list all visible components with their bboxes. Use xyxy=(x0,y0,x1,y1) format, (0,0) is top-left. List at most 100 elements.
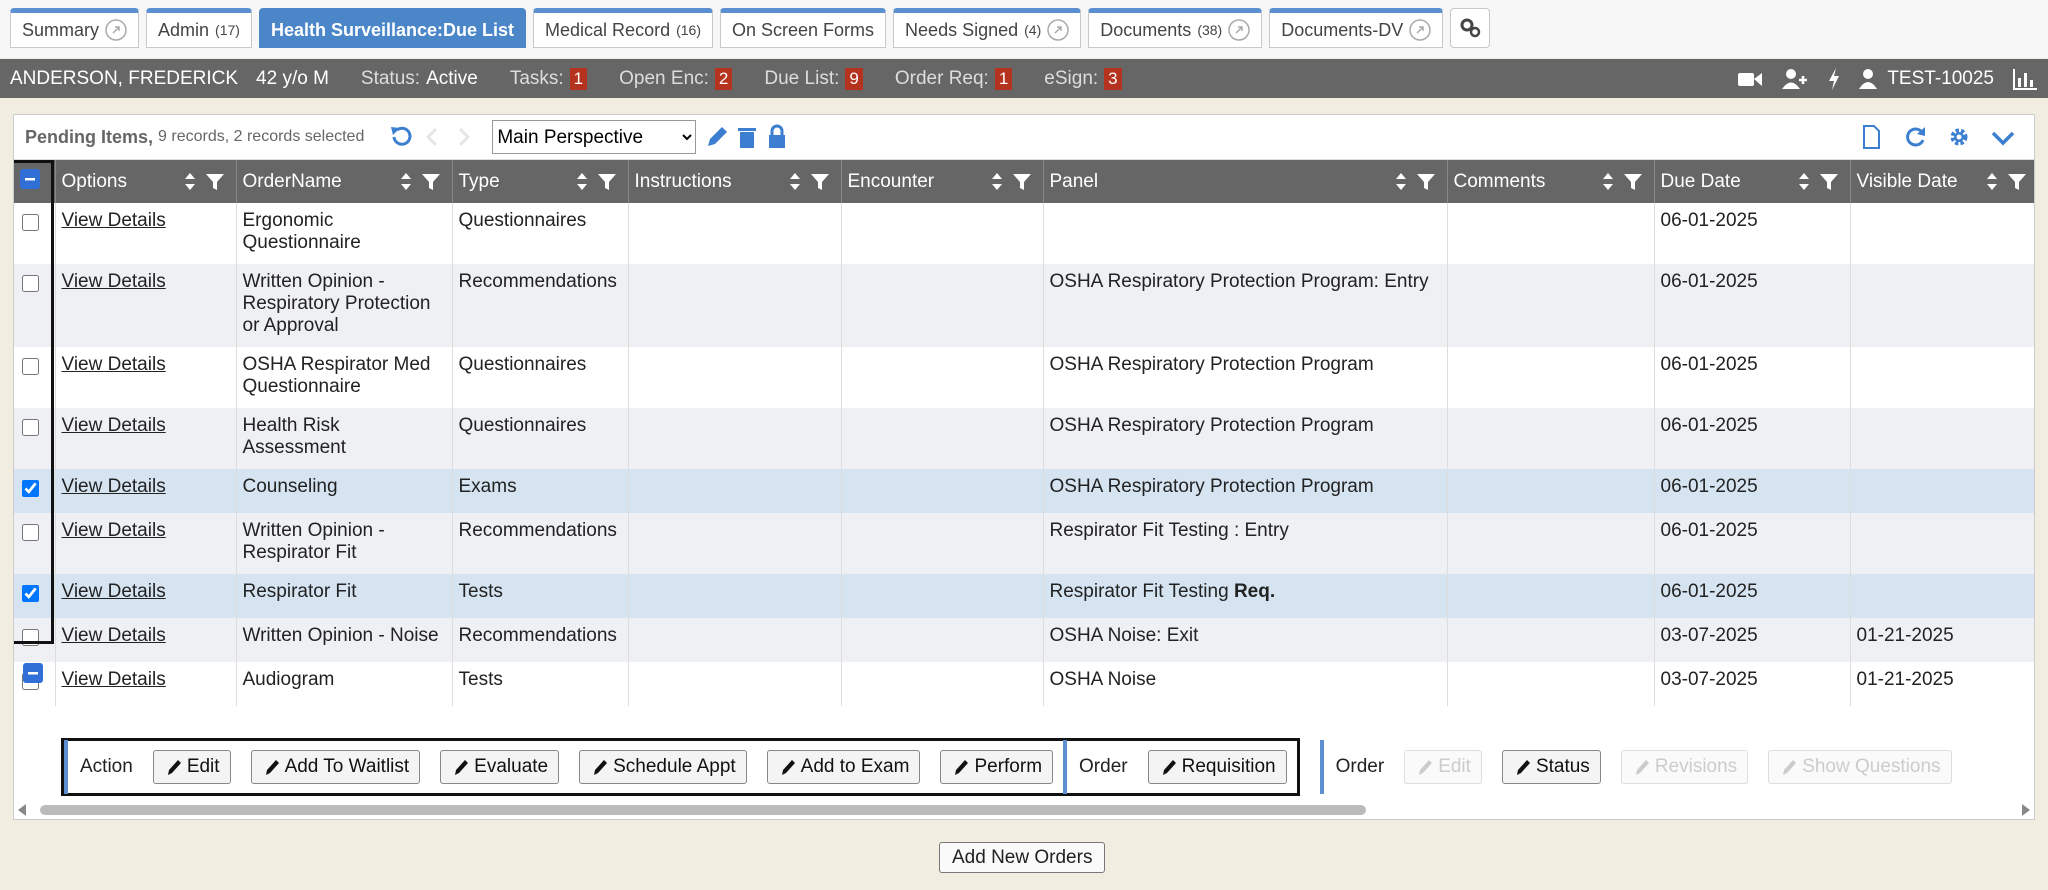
chart-icon xyxy=(2013,68,2037,90)
panel-flag: Req. xyxy=(1233,581,1276,602)
tab-label: Documents-DV xyxy=(1281,19,1404,40)
action-button[interactable]: Add To Waitlist xyxy=(250,750,421,784)
action-group-label: Order xyxy=(1079,756,1128,777)
add-new-orders-button[interactable]: Add New Orders xyxy=(939,842,1106,873)
column-header[interactable]: Panel xyxy=(1043,160,1448,203)
action-button[interactable]: Requisition xyxy=(1147,750,1287,784)
button-icon xyxy=(781,760,795,775)
table-cell: Questionnaires xyxy=(452,408,629,469)
view-details-link[interactable]: View Details xyxy=(61,354,166,375)
table-cell xyxy=(841,203,1044,264)
view-details-link[interactable]: View Details xyxy=(61,271,166,292)
counter-badge[interactable]: 1 xyxy=(569,67,588,90)
action-button[interactable]: Perform xyxy=(940,750,1054,784)
action-button[interactable]: Edit xyxy=(152,750,231,784)
checkbox-cell xyxy=(14,618,56,662)
row-checkbox[interactable] xyxy=(22,275,39,292)
table-row: View Details OSHA Respirator Med Question… xyxy=(14,347,2034,408)
action-button[interactable]: Status xyxy=(1501,750,1601,784)
column-header[interactable]: Instructions xyxy=(628,160,842,203)
row-checkbox[interactable] xyxy=(22,629,39,646)
export-button[interactable] xyxy=(1858,124,1884,150)
view-details-link[interactable]: View Details xyxy=(61,520,166,541)
delete-perspective[interactable] xyxy=(734,124,760,150)
edit-perspective[interactable] xyxy=(704,124,730,150)
action-button[interactable]: Evaluate xyxy=(440,750,560,784)
table-cell xyxy=(1447,203,1655,264)
action-button[interactable]: Schedule Appt xyxy=(579,750,747,784)
tab-label: On Screen Forms xyxy=(732,19,875,40)
view-details-link[interactable]: View Details xyxy=(61,669,166,690)
column-header[interactable]: Encounter xyxy=(841,160,1044,203)
column-header[interactable]: Options xyxy=(55,160,237,203)
cell-text: Written Opinion - Respirator Fit xyxy=(242,520,385,563)
row-checkbox[interactable] xyxy=(22,480,39,497)
select-all-header[interactable] xyxy=(14,160,56,203)
cell-text: Questionnaires xyxy=(458,415,587,436)
action-button-label: Add to Exam xyxy=(800,756,910,777)
deselect-all[interactable] xyxy=(23,663,43,683)
view-details-link[interactable]: View Details xyxy=(61,581,166,602)
view-details-link[interactable]: View Details xyxy=(61,210,166,231)
table-cell xyxy=(628,513,842,574)
column-header-label: Encounter xyxy=(847,170,935,192)
perspective-select[interactable]: Main Perspective xyxy=(492,120,697,154)
action-button-label: Revisions xyxy=(1654,756,1738,777)
view-details-link[interactable]: View Details xyxy=(61,625,166,646)
checkbox-cell xyxy=(14,408,56,469)
tab[interactable]: Documents (38) xyxy=(1088,8,1263,48)
undo-button[interactable] xyxy=(388,124,414,150)
settings-button[interactable] xyxy=(1946,124,1972,150)
sort-filter-icons xyxy=(991,173,1031,190)
table-cell: OSHA Noise xyxy=(1043,662,1448,706)
column-header[interactable]: Comments xyxy=(1447,160,1655,203)
counter-label: Due List: xyxy=(764,67,840,89)
tab[interactable]: Medical Record (16) xyxy=(533,8,713,48)
column-header[interactable]: Visible Date xyxy=(1850,160,2034,203)
action-button: Revisions xyxy=(1620,750,1749,784)
table-cell: Recommendations xyxy=(452,513,629,574)
tab[interactable]: Documents-DV xyxy=(1269,8,1444,48)
table-cell: View Details xyxy=(55,574,237,618)
counter-badge[interactable]: 2 xyxy=(714,67,733,90)
checkbox-cell xyxy=(14,574,56,618)
row-checkbox[interactable] xyxy=(22,524,39,541)
column-header-label: Comments xyxy=(1453,170,1546,192)
view-details-link[interactable]: View Details xyxy=(61,415,166,436)
column-header[interactable]: Type xyxy=(452,160,629,203)
column-header[interactable]: OrderName xyxy=(236,160,453,203)
h-scrollbar[interactable] xyxy=(14,801,2035,819)
row-checkbox[interactable] xyxy=(22,585,39,602)
collapse-button[interactable] xyxy=(1990,124,2016,150)
table-row: View Details Ergonomic Questionnaire Quest… xyxy=(14,203,2034,264)
tab[interactable]: Health Surveillance:Due List xyxy=(258,8,527,48)
table-row: View Details Written Opinion - Respirator… xyxy=(14,513,2034,574)
tab[interactable]: On Screen Forms xyxy=(720,8,887,48)
counter-badge[interactable]: 3 xyxy=(1104,67,1122,90)
counter-badge[interactable]: 1 xyxy=(994,67,1013,90)
cell-text: OSHA Noise: Exit xyxy=(1049,625,1199,646)
row-checkbox[interactable] xyxy=(22,358,39,375)
settings-tab[interactable] xyxy=(1450,8,1491,48)
row-checkbox[interactable] xyxy=(22,419,39,436)
table-row: View Details Written Opinion - Noise Recom… xyxy=(14,618,2034,662)
button-icon xyxy=(167,760,181,775)
lock-perspective[interactable] xyxy=(764,124,790,150)
table-cell: Written Opinion - Respiratory Protection… xyxy=(236,264,453,347)
counter-badge[interactable]: 9 xyxy=(845,67,863,90)
column-header[interactable]: Due Date xyxy=(1654,160,1851,203)
table-cell: View Details xyxy=(55,618,237,662)
refresh-button[interactable] xyxy=(1902,124,1928,150)
table-cell xyxy=(1447,662,1655,706)
tab[interactable]: Summary xyxy=(10,8,140,48)
table-cell: 06-01-2025 xyxy=(1654,264,1851,347)
action-button[interactable]: Add to Exam xyxy=(766,750,921,784)
tab[interactable]: Admin (17) xyxy=(146,8,252,48)
tab[interactable]: Needs Signed (4) xyxy=(893,8,1082,48)
gear-icon xyxy=(1460,18,1481,38)
cell-text: 06-01-2025 xyxy=(1660,476,1758,497)
table-cell xyxy=(1447,618,1655,662)
row-checkbox[interactable] xyxy=(22,214,39,231)
view-details-link[interactable]: View Details xyxy=(61,476,166,497)
sort-filter-icons xyxy=(576,173,616,190)
